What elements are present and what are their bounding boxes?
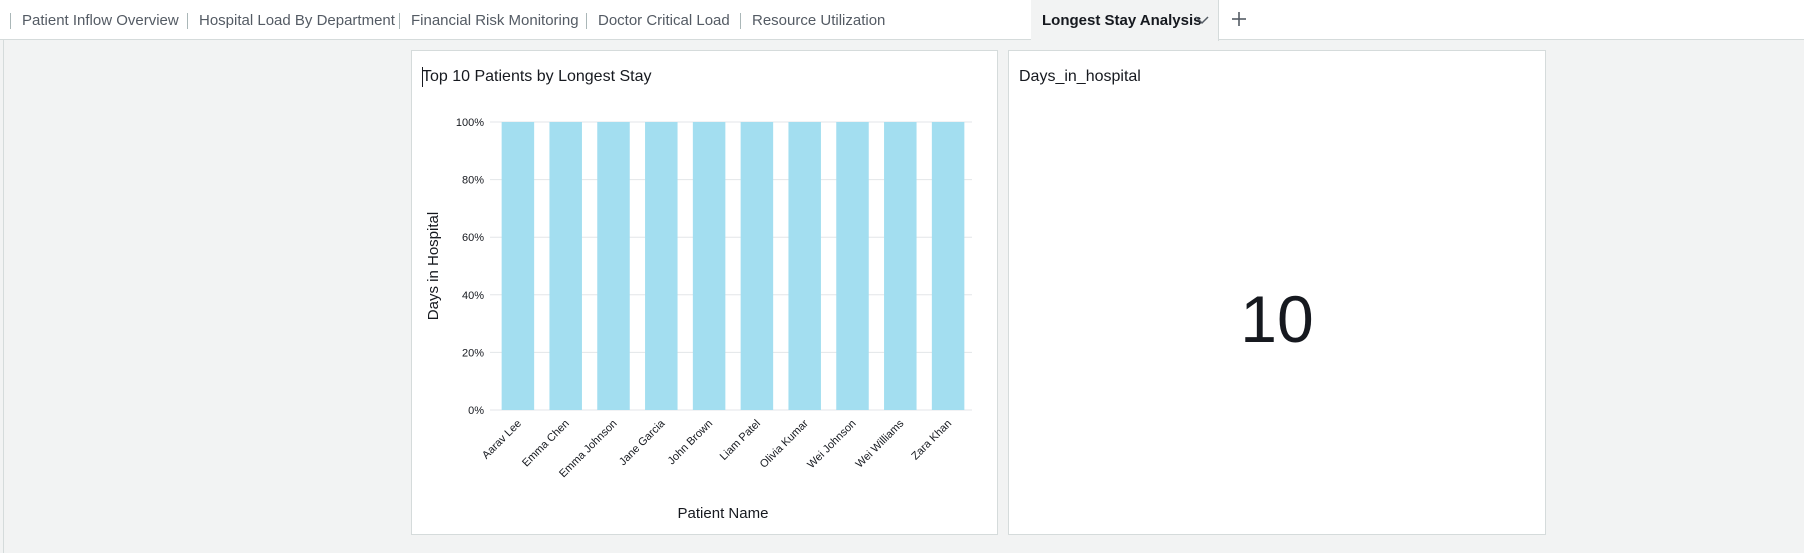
tab-resource-utilization[interactable]: Resource Utilization [740, 0, 895, 40]
bar [740, 122, 774, 410]
tab-separator [740, 13, 741, 29]
y-tick-label: 100% [456, 117, 484, 129]
tab-separator [187, 13, 188, 29]
kpi-panel[interactable]: Days_in_hospital 10 [1008, 50, 1546, 535]
bar [884, 122, 917, 410]
y-tick-label: 80% [462, 175, 484, 187]
x-tick-label: Wei Williams [854, 417, 907, 470]
x-tick-label: Jane Garcia [617, 417, 668, 468]
x-tick-label: Liam Patel [718, 418, 763, 463]
bar [645, 122, 678, 410]
chevron-down-icon[interactable] [1194, 14, 1210, 26]
x-tick-label: Emma Chen [520, 418, 572, 470]
tab-separator [586, 13, 587, 29]
x-tick-label: Olivia Kumar [758, 417, 811, 470]
x-tick-label: Wei Johnson [805, 418, 858, 471]
tab-financial-risk-monitoring[interactable]: Financial Risk Monitoring [399, 0, 587, 40]
x-axis-title: Patient Name [678, 505, 769, 522]
kpi-value: 10 [1240, 282, 1314, 356]
bar [549, 122, 582, 410]
left-border [3, 0, 4, 553]
panel-title: Top 10 Patients by Longest Stay [422, 68, 652, 85]
plus-icon[interactable] [1228, 8, 1250, 30]
tab-doctor-critical-load[interactable]: Doctor Critical Load [586, 0, 740, 40]
sheet-tab-bar: Patient Inflow Overview Hospital Load By… [0, 0, 1804, 41]
tab-label: Patient Inflow Overview [22, 12, 179, 29]
tab-label: Resource Utilization [752, 12, 886, 29]
bar [836, 122, 869, 410]
bar [788, 122, 821, 410]
y-tick-label: 0% [468, 405, 484, 417]
bar-chart-panel[interactable]: Top 10 Patients by Longest Stay 0% 20% 40%… [411, 50, 998, 535]
tab-label: Financial Risk Monitoring [411, 12, 579, 29]
bar [597, 122, 630, 410]
y-tick-label: 60% [462, 232, 484, 244]
bar [931, 122, 965, 410]
tab-longest-stay-analysis[interactable]: Longest Stay Analysis [1031, 0, 1219, 41]
tab-label: Hospital Load By Department [199, 12, 395, 29]
x-tick-label: Zara Khan [909, 418, 954, 463]
tab-label: Longest Stay Analysis [1042, 12, 1202, 29]
tab-patient-inflow-overview[interactable]: Patient Inflow Overview [10, 0, 188, 40]
tab-hospital-load-by-department[interactable]: Hospital Load By Department [187, 0, 399, 40]
bar [501, 122, 535, 410]
tab-separator [10, 13, 11, 29]
bar [692, 122, 726, 410]
tab-label: Doctor Critical Load [598, 12, 730, 29]
text-cursor [422, 67, 423, 87]
x-tick-label: Aarav Lee [480, 418, 524, 462]
tab-separator [399, 13, 400, 29]
x-tick-label: John Brown [666, 418, 716, 468]
y-axis-title: Days in Hospital [425, 212, 442, 320]
panel-title: Days_in_hospital [1019, 68, 1141, 85]
y-tick-label: 40% [462, 290, 484, 302]
y-tick-label: 20% [462, 347, 484, 359]
